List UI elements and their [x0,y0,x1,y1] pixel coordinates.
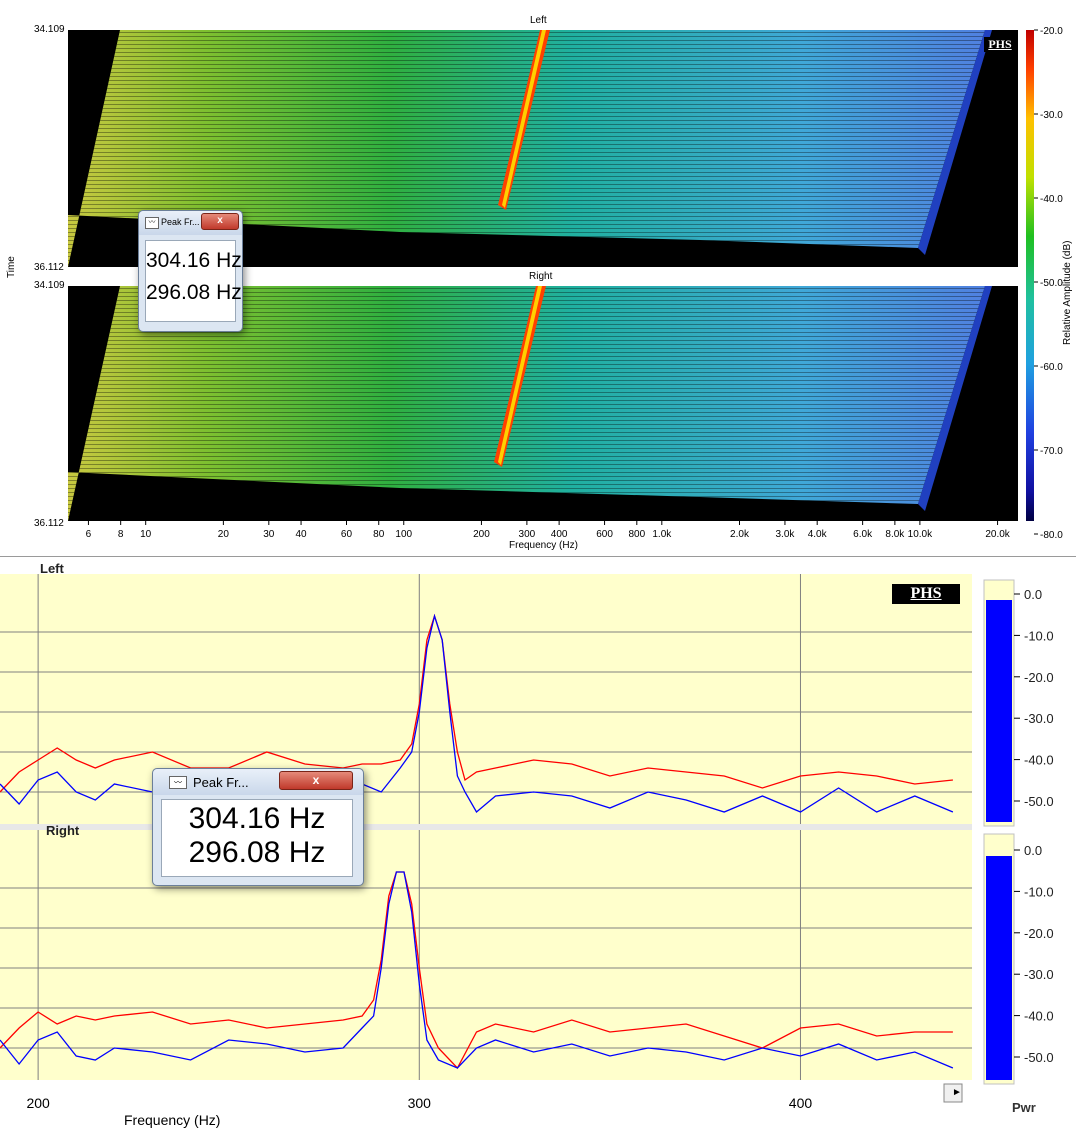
time-axis-label: Time [6,256,17,278]
phs-logo-top: PHS [984,37,1016,52]
colorbar-tick-label: -70.0 [1040,446,1063,457]
colorbar-tick-label: -30.0 [1040,110,1063,121]
waterfall-x-tick-label: 8.0k [885,529,905,540]
pwr-bar-right [986,856,1012,1080]
waterfall-x-tick-label: 300 [519,529,536,540]
colorbar-tick-label: -80.0 [1040,530,1063,541]
waterfall-x-tick-label: 10 [140,529,152,540]
waterfall-x-tick-label: 400 [551,529,568,540]
colorbar-label: Relative Amplitude (dB) [1062,240,1073,346]
colorbar-tick-label: -20.0 [1040,26,1063,37]
time-start-left: 34.109 [34,24,65,35]
spectrum-canvas: 0.0 -10.0 -20.0 -30.0 -40.0 -50.0 0.0 -10.0 -20.… [0,574,1054,1111]
pwr-label: Pwr [1012,1100,1036,1115]
dialog-title: Peak Fr... [193,775,249,790]
waterfall-x-tick-label: 600 [596,529,613,540]
spectrum-x-tick-label: 400 [789,1095,813,1111]
peak-value-right: 296.08 Hz [146,281,242,304]
waterfall-x-tick-label: 6.0k [853,529,873,540]
waveform-icon: 〰 [145,217,159,229]
db-tick-label: -50.0 [1024,1050,1054,1065]
dialog-titlebar[interactable]: 〰 Peak Fr... x [153,769,363,795]
dialog-body: 304.16 Hz 296.08 Hz [145,240,242,322]
waterfall-freq-label: Frequency (Hz) [509,540,578,551]
db-tick-label: 0.0 [1024,843,1042,858]
red-spectrum-line [0,613,953,793]
close-button[interactable]: x [201,213,239,230]
db-tick-label: 0.0 [1024,587,1042,602]
red-spectrum-line [0,871,953,1070]
time-end-left: 36.112 [34,262,64,273]
peak-frequency-dialog-large[interactable]: 〰 Peak Fr... x 304.16 Hz 296.08 Hz [152,768,364,886]
spectrum-right-plot [0,830,972,1080]
spectrum-left-plot [0,574,972,824]
waterfall-x-tick-label: 8 [118,529,124,540]
spectrum-x-tick-label: 300 [408,1095,432,1111]
db-tick-label: -40.0 [1024,753,1054,768]
waterfall-x-tick-label: 20 [218,529,230,540]
spectrum-right-title: Right [46,823,80,838]
blue-spectrum-line [0,613,954,813]
waterfall-x-tick-label: 800 [628,529,645,540]
waterfall-x-tick-label: 2.0k [730,529,750,540]
time-start-right: 34.109 [34,280,65,291]
waterfall-x-tick-label: 20.0k [985,529,1010,540]
time-end-right: 36.112 [34,518,64,529]
blue-spectrum-line [0,871,954,1069]
pwr-bar-left [986,600,1012,822]
db-tick-label: -20.0 [1024,670,1054,685]
scroll-right-arrow[interactable]: ► [952,1087,962,1098]
peak-value-right: 296.08 Hz [188,836,326,869]
db-tick-label: -10.0 [1024,884,1054,899]
db-tick-label: -40.0 [1024,1009,1054,1024]
dialog-body: 304.16 Hz 296.08 Hz [161,799,353,877]
db-tick-label: -10.0 [1024,628,1054,643]
waterfall-right-title: Right [529,271,553,282]
peak-value-left: 304.16 Hz [188,802,326,835]
waterfall-x-tick-label: 30 [263,529,275,540]
dialog-titlebar[interactable]: 〰 Peak Fr... x [139,211,242,235]
peak-value-left: 304.16 Hz [146,249,242,272]
waterfall-panel: -20.0 -30.0 -40.0 -50.0 -60.0 -70.0 -80.0 6 8 10… [0,0,1076,557]
waterfall-x-tick-label: 100 [395,529,412,540]
spectrum-freq-label: Frequency (Hz) [124,1112,221,1128]
db-tick-label: -30.0 [1024,967,1054,982]
waterfall-x-tick-label: 80 [373,529,385,540]
waterfall-x-tick-label: 3.0k [775,529,795,540]
peak-frequency-dialog-small[interactable]: 〰 Peak Fr... x 304.16 Hz 296.08 Hz [138,210,243,332]
db-tick-label: -30.0 [1024,711,1054,726]
waterfall-x-tick-label: 60 [341,529,353,540]
spectrum-panel: 0.0 -10.0 -20.0 -30.0 -40.0 -50.0 0.0 -10.0 -20.… [0,560,1076,1128]
waterfall-x-tick-label: 4.0k [808,529,828,540]
db-tick-label: -50.0 [1024,794,1054,809]
phs-logo-bottom: PHS [892,584,960,604]
dialog-title: Peak Fr... [161,217,200,227]
colorbar-tick-label: -50.0 [1040,278,1063,289]
waterfall-x-tick-label: 200 [473,529,490,540]
colorbar [1026,30,1034,521]
close-button[interactable]: x [279,771,353,790]
scroll-right-button[interactable] [943,1083,963,1103]
waterfall-x-tick-label: 6 [86,529,92,540]
colorbar-tick-label: -40.0 [1040,194,1063,205]
colorbar-tick-label: -60.0 [1040,362,1063,373]
waterfall-x-tick-label: 1.0k [652,529,672,540]
waterfall-x-tick-label: 40 [295,529,307,540]
spectrum-x-tick-label: 200 [26,1095,50,1111]
db-tick-label: -20.0 [1024,926,1054,941]
spectrum-left-title: Left [40,561,64,576]
waterfall-x-tick-label: 10.0k [908,529,933,540]
waterfall-left-title: Left [530,15,547,26]
waveform-icon: 〰 [169,776,187,789]
